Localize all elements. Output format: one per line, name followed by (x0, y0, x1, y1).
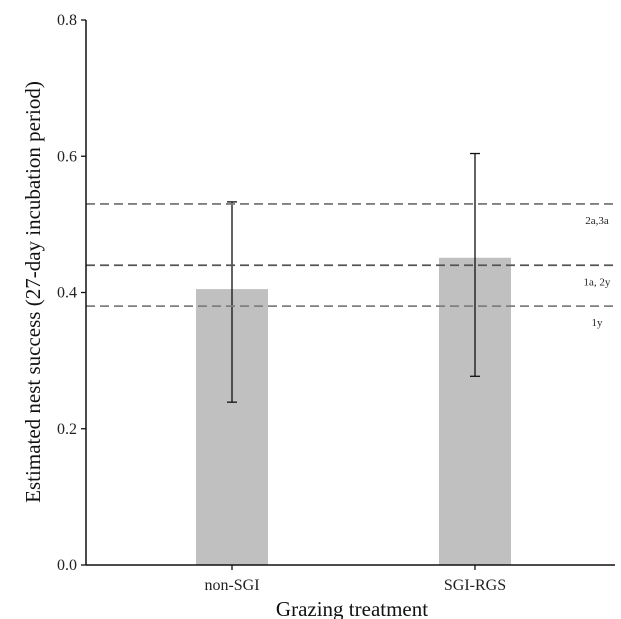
reference-line-label: 1a, 2y (584, 276, 611, 288)
y-tick-label: 0.0 (57, 557, 77, 574)
y-tick-label: 0.6 (57, 148, 77, 165)
x-tick-label: SGI-RGS (444, 577, 506, 594)
x-tick-label: non-SGI (204, 577, 259, 594)
bars-layer (196, 258, 511, 565)
axes-layer: 0.0 0.2 0.4 0.6 0.8 non-SGI SGI-RGS (57, 12, 615, 594)
reference-lines-layer: 2a,3a 1a, 2y 1y (86, 204, 615, 329)
y-axis-title: Estimated nest success (27-day incubatio… (21, 81, 45, 503)
y-tick-label: 0.2 (57, 421, 77, 438)
x-axis-title: Grazing treatment (276, 597, 428, 619)
reference-line-label: 2a,3a (585, 215, 609, 227)
reference-line-label: 1y (592, 317, 604, 329)
y-tick-label: 0.4 (57, 285, 77, 302)
y-tick-label: 0.8 (57, 12, 77, 29)
